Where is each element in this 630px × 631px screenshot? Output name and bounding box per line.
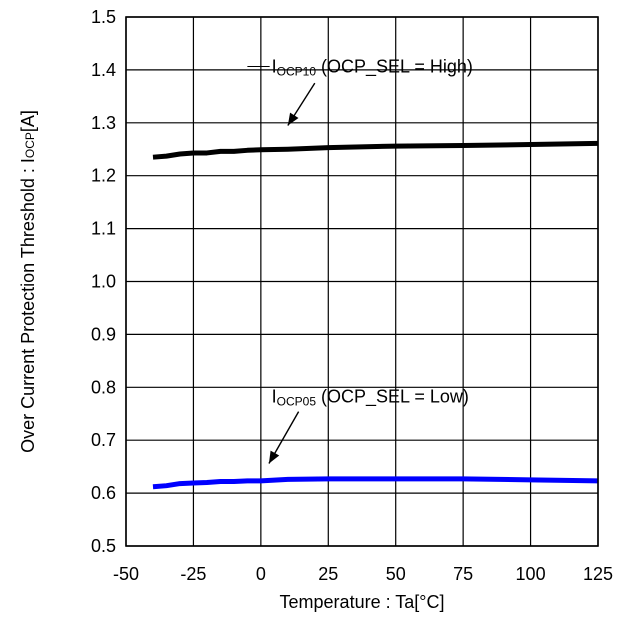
x-axis-title: Temperature : Ta[°C] bbox=[280, 592, 445, 612]
y-axis-title-subscript: OCP bbox=[23, 132, 37, 158]
x-tick-label: -25 bbox=[180, 564, 206, 584]
x-tick-label: 100 bbox=[516, 564, 546, 584]
annotation-arrows bbox=[247, 66, 316, 464]
series-line-1 bbox=[152, 476, 599, 490]
y-axis-title-prefix: Over Current Protection Threshold : I bbox=[18, 158, 38, 453]
x-tick-labels: -50 -25 0 25 50 75 100 125 bbox=[113, 564, 613, 584]
y-tick-label: 0.6 bbox=[91, 483, 116, 503]
x-tick-label: -50 bbox=[113, 564, 139, 584]
y-tick-labels: 0.5 0.6 0.7 0.8 0.9 1.0 1.1 1.2 1.3 1.4 1.5 bbox=[91, 7, 116, 556]
y-tick-label: 1.2 bbox=[91, 166, 116, 186]
y-tick-label: 1.5 bbox=[91, 7, 116, 27]
y-axis-title: Over Current Protection Threshold : IOCP… bbox=[18, 110, 38, 453]
x-tick-label: 50 bbox=[386, 564, 406, 584]
annotation-ocp05: IOCP05 (OCP_SEL = Low) bbox=[272, 387, 469, 409]
y-axis-title-suffix: [A] bbox=[18, 110, 38, 132]
y-tick-label: 0.8 bbox=[91, 377, 116, 397]
y-tick-label: 1.3 bbox=[91, 113, 116, 133]
y-tick-label: 1.0 bbox=[91, 272, 116, 292]
y-tick-label: 0.9 bbox=[91, 324, 116, 344]
series-lines bbox=[152, 140, 599, 490]
y-tick-label: 0.7 bbox=[91, 430, 116, 450]
x-tick-label: 25 bbox=[318, 564, 338, 584]
grid bbox=[125, 16, 599, 547]
plot-frame bbox=[125, 16, 599, 547]
x-tick-label: 125 bbox=[583, 564, 613, 584]
y-tick-label: 1.4 bbox=[91, 60, 116, 80]
arrow-ocp05 bbox=[268, 411, 300, 464]
x-tick-label: 75 bbox=[453, 564, 473, 584]
annotation-ocp10: IOCP10 (OCP_SEL = High) bbox=[272, 57, 473, 79]
arrow-ocp10 bbox=[287, 82, 316, 126]
x-tick-label: 0 bbox=[256, 564, 266, 584]
y-tick-label: 0.5 bbox=[91, 536, 116, 556]
series-line-0 bbox=[152, 140, 599, 160]
series-annotations: IOCP10 (OCP_SEL = High) IOCP05 (OCP_SEL … bbox=[272, 57, 473, 409]
y-tick-label: 1.1 bbox=[91, 219, 116, 239]
